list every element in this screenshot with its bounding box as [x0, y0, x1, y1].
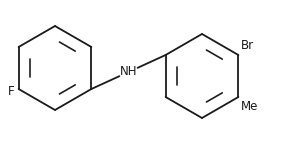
- Text: NH: NH: [120, 65, 137, 77]
- Text: F: F: [8, 85, 15, 97]
- Text: Me: Me: [241, 100, 259, 113]
- Text: Br: Br: [241, 39, 254, 52]
